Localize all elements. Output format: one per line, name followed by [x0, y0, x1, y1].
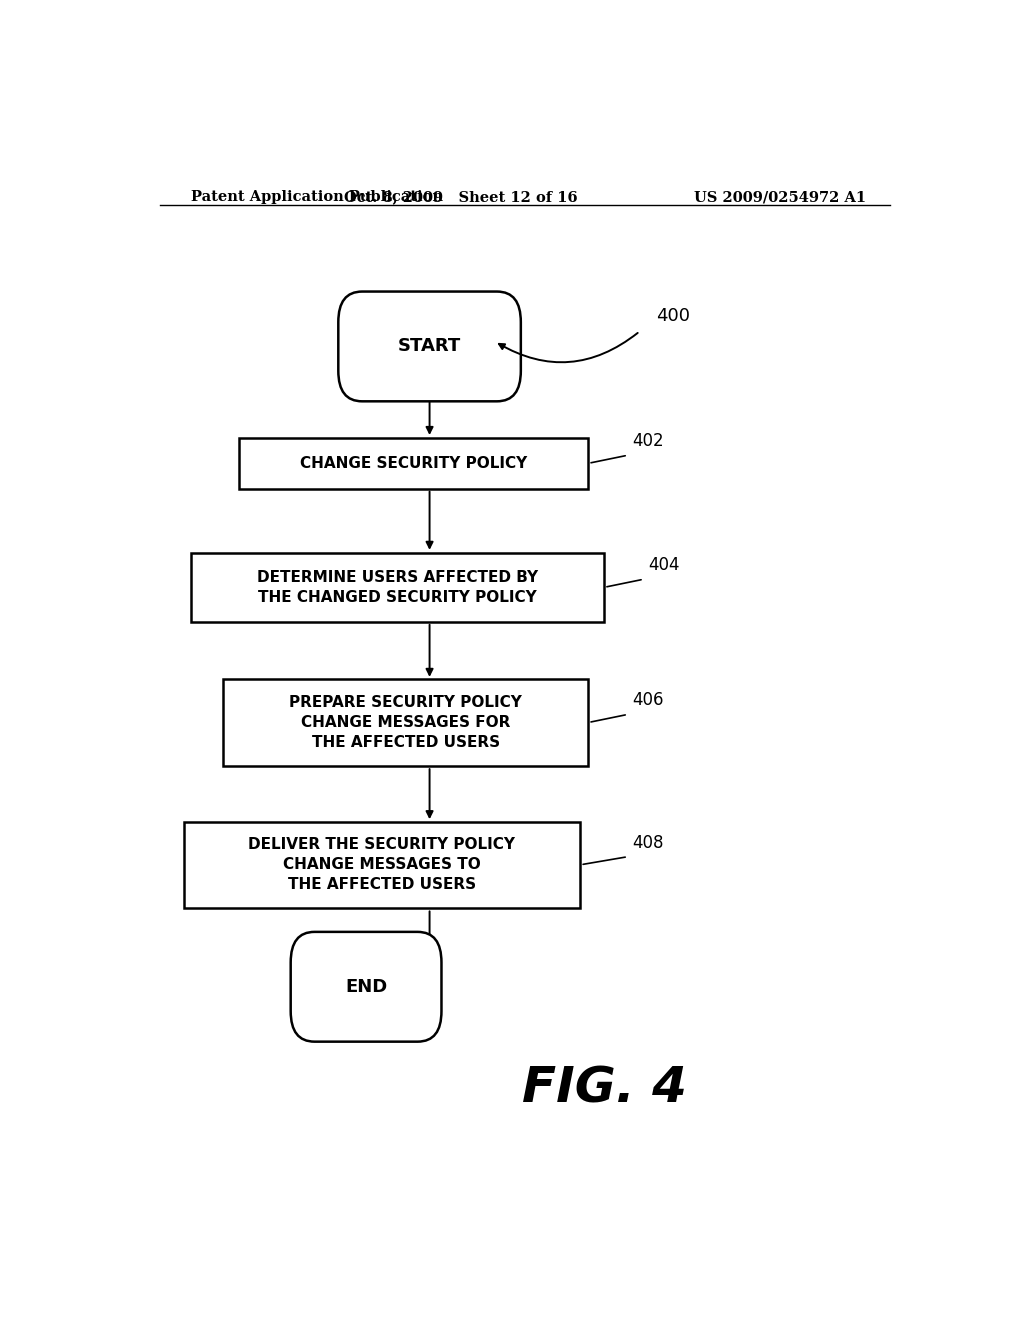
Text: PREPARE SECURITY POLICY
CHANGE MESSAGES FOR
THE AFFECTED USERS: PREPARE SECURITY POLICY CHANGE MESSAGES …	[290, 696, 522, 750]
Bar	[239, 438, 588, 488]
Text: 406: 406	[632, 692, 664, 709]
Text: DETERMINE USERS AFFECTED BY
THE CHANGED SECURITY POLICY: DETERMINE USERS AFFECTED BY THE CHANGED …	[257, 570, 539, 605]
Bar	[183, 821, 581, 908]
Text: 402: 402	[632, 432, 664, 450]
Bar	[223, 680, 588, 766]
Text: Patent Application Publication: Patent Application Publication	[191, 190, 443, 205]
FancyArrowPatch shape	[499, 333, 638, 362]
Text: DELIVER THE SECURITY POLICY
CHANGE MESSAGES TO
THE AFFECTED USERS: DELIVER THE SECURITY POLICY CHANGE MESSA…	[249, 837, 515, 892]
Text: FIG. 4: FIG. 4	[521, 1064, 687, 1113]
Text: Oct. 8, 2009   Sheet 12 of 16: Oct. 8, 2009 Sheet 12 of 16	[344, 190, 579, 205]
Text: 408: 408	[632, 834, 664, 851]
Text: 404: 404	[648, 556, 679, 574]
Text: 400: 400	[655, 308, 690, 325]
Text: US 2009/0254972 A1: US 2009/0254972 A1	[694, 190, 866, 205]
FancyBboxPatch shape	[291, 932, 441, 1041]
Text: END: END	[345, 978, 387, 995]
Text: START: START	[398, 338, 461, 355]
FancyBboxPatch shape	[338, 292, 521, 401]
Text: CHANGE SECURITY POLICY: CHANGE SECURITY POLICY	[300, 455, 527, 471]
Bar	[191, 553, 604, 622]
